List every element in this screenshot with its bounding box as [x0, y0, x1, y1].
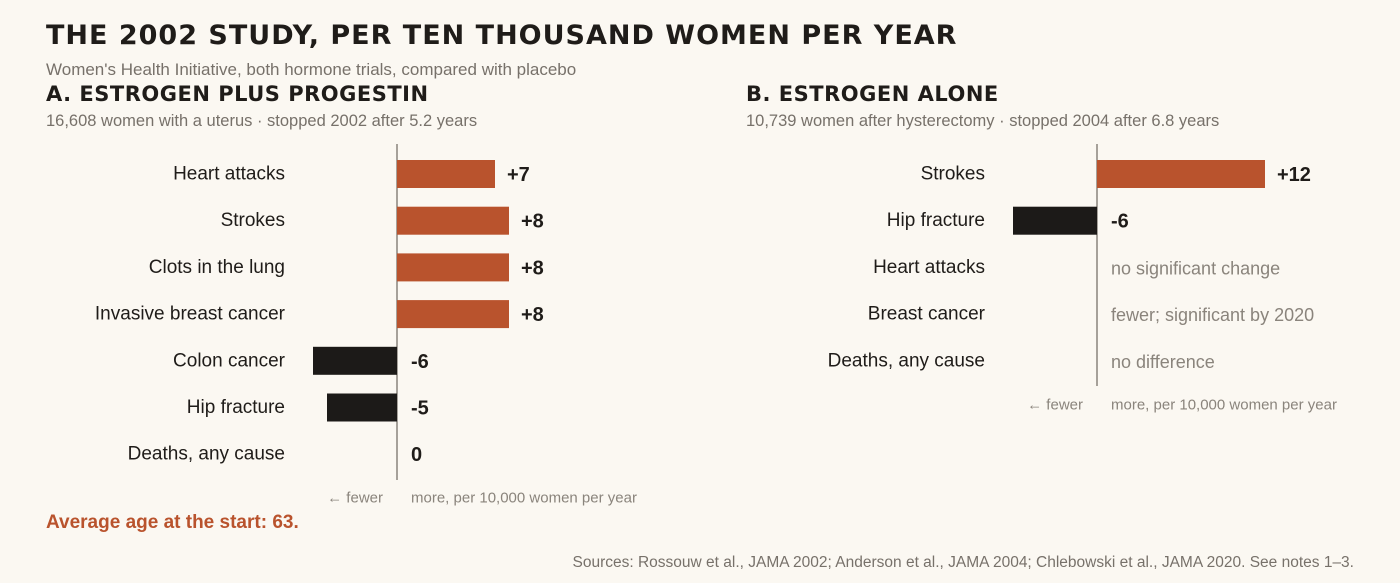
average-age-note: Average age at the start: 63.	[46, 512, 299, 533]
panel-a-value-label: +7	[507, 164, 530, 186]
panel-a-category-label: Heart attacks	[173, 164, 285, 185]
panel-b-axis-right-label: more, per 10,000 women per year	[1111, 397, 1337, 414]
panel-a-value-label: +8	[521, 304, 544, 326]
panel-a-value-label: +8	[521, 211, 544, 233]
panel-a-category-label: Deaths, any cause	[128, 444, 285, 465]
panel-b-note-label: fewer; significant by 2020	[1111, 305, 1314, 325]
panel-a-value-label: +8	[521, 257, 544, 279]
panel-a-bar	[397, 206, 509, 235]
panel-a-bar	[397, 300, 509, 329]
panel-a-axis-left-label: ← fewer	[327, 490, 383, 507]
panel-a-bar	[397, 253, 509, 282]
panel-b-category-label: Strokes	[921, 164, 985, 185]
panel-b-note-label: no significant change	[1111, 258, 1280, 278]
chart-title: THE 2002 STUDY, PER TEN THOUSAND WOMEN P…	[46, 20, 958, 51]
panel-a-category-label: Clots in the lung	[149, 257, 285, 278]
panel-a-bar	[327, 393, 397, 422]
panel-b-category-label: Breast cancer	[868, 304, 986, 325]
sources-note: Sources: Rossouw et al., JAMA 2002; Ande…	[572, 554, 1354, 571]
panel-a-category-label: Hip fracture	[187, 397, 285, 418]
panel-b-subtitle: 10,739 women after hysterectomy · stoppe…	[746, 112, 1220, 130]
chart-subtitle: Women's Health Initiative, both hormone …	[46, 60, 577, 79]
panel-b-value-label: -6	[1111, 211, 1129, 233]
panel-b-category-label: Hip fracture	[887, 210, 985, 231]
panel-a-title: A. ESTROGEN PLUS PROGESTIN	[46, 82, 429, 106]
panel-a-bar	[397, 160, 495, 188]
panel-a-category-label: Invasive breast cancer	[95, 304, 286, 325]
panel-a-bar	[313, 346, 397, 375]
panel-b-note-label: no difference	[1111, 352, 1215, 372]
panel-a-category-label: Colon cancer	[173, 350, 286, 371]
panel-a-subtitle: 16,608 women with a uterus · stopped 200…	[46, 112, 478, 130]
panel-b-category-label: Heart attacks	[873, 257, 985, 278]
panel-a-value-label: -5	[411, 398, 429, 420]
panel-b-axis-left-label: ← fewer	[1027, 397, 1083, 414]
panel-a-category-label: Strokes	[221, 210, 285, 231]
panel-b-title: B. ESTROGEN ALONE	[746, 82, 999, 106]
panel-b-bar	[1013, 206, 1097, 235]
panel-a-value-label: 0	[411, 444, 422, 466]
panel-b-bar	[1097, 160, 1265, 188]
panel-b-category-label: Deaths, any cause	[828, 350, 985, 371]
panel-b-value-label: +12	[1277, 164, 1311, 186]
panel-a-value-label: -6	[411, 351, 429, 373]
panel-a-axis-right-label: more, per 10,000 women per year	[411, 490, 637, 507]
